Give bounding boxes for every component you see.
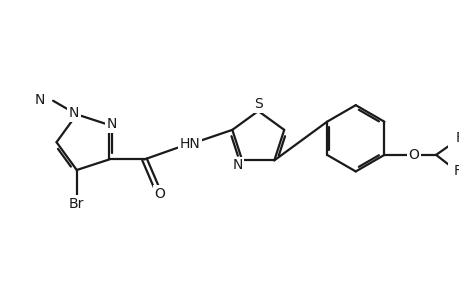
Text: F: F bbox=[453, 164, 459, 178]
Text: N: N bbox=[232, 158, 242, 172]
Text: O: O bbox=[154, 187, 165, 200]
Text: N: N bbox=[35, 93, 45, 107]
Text: HN: HN bbox=[179, 137, 200, 151]
Text: N: N bbox=[68, 106, 79, 120]
Text: Br: Br bbox=[69, 197, 84, 211]
Text: O: O bbox=[407, 148, 418, 162]
Text: F: F bbox=[454, 131, 459, 145]
Text: S: S bbox=[253, 97, 262, 111]
Text: N: N bbox=[106, 117, 116, 131]
